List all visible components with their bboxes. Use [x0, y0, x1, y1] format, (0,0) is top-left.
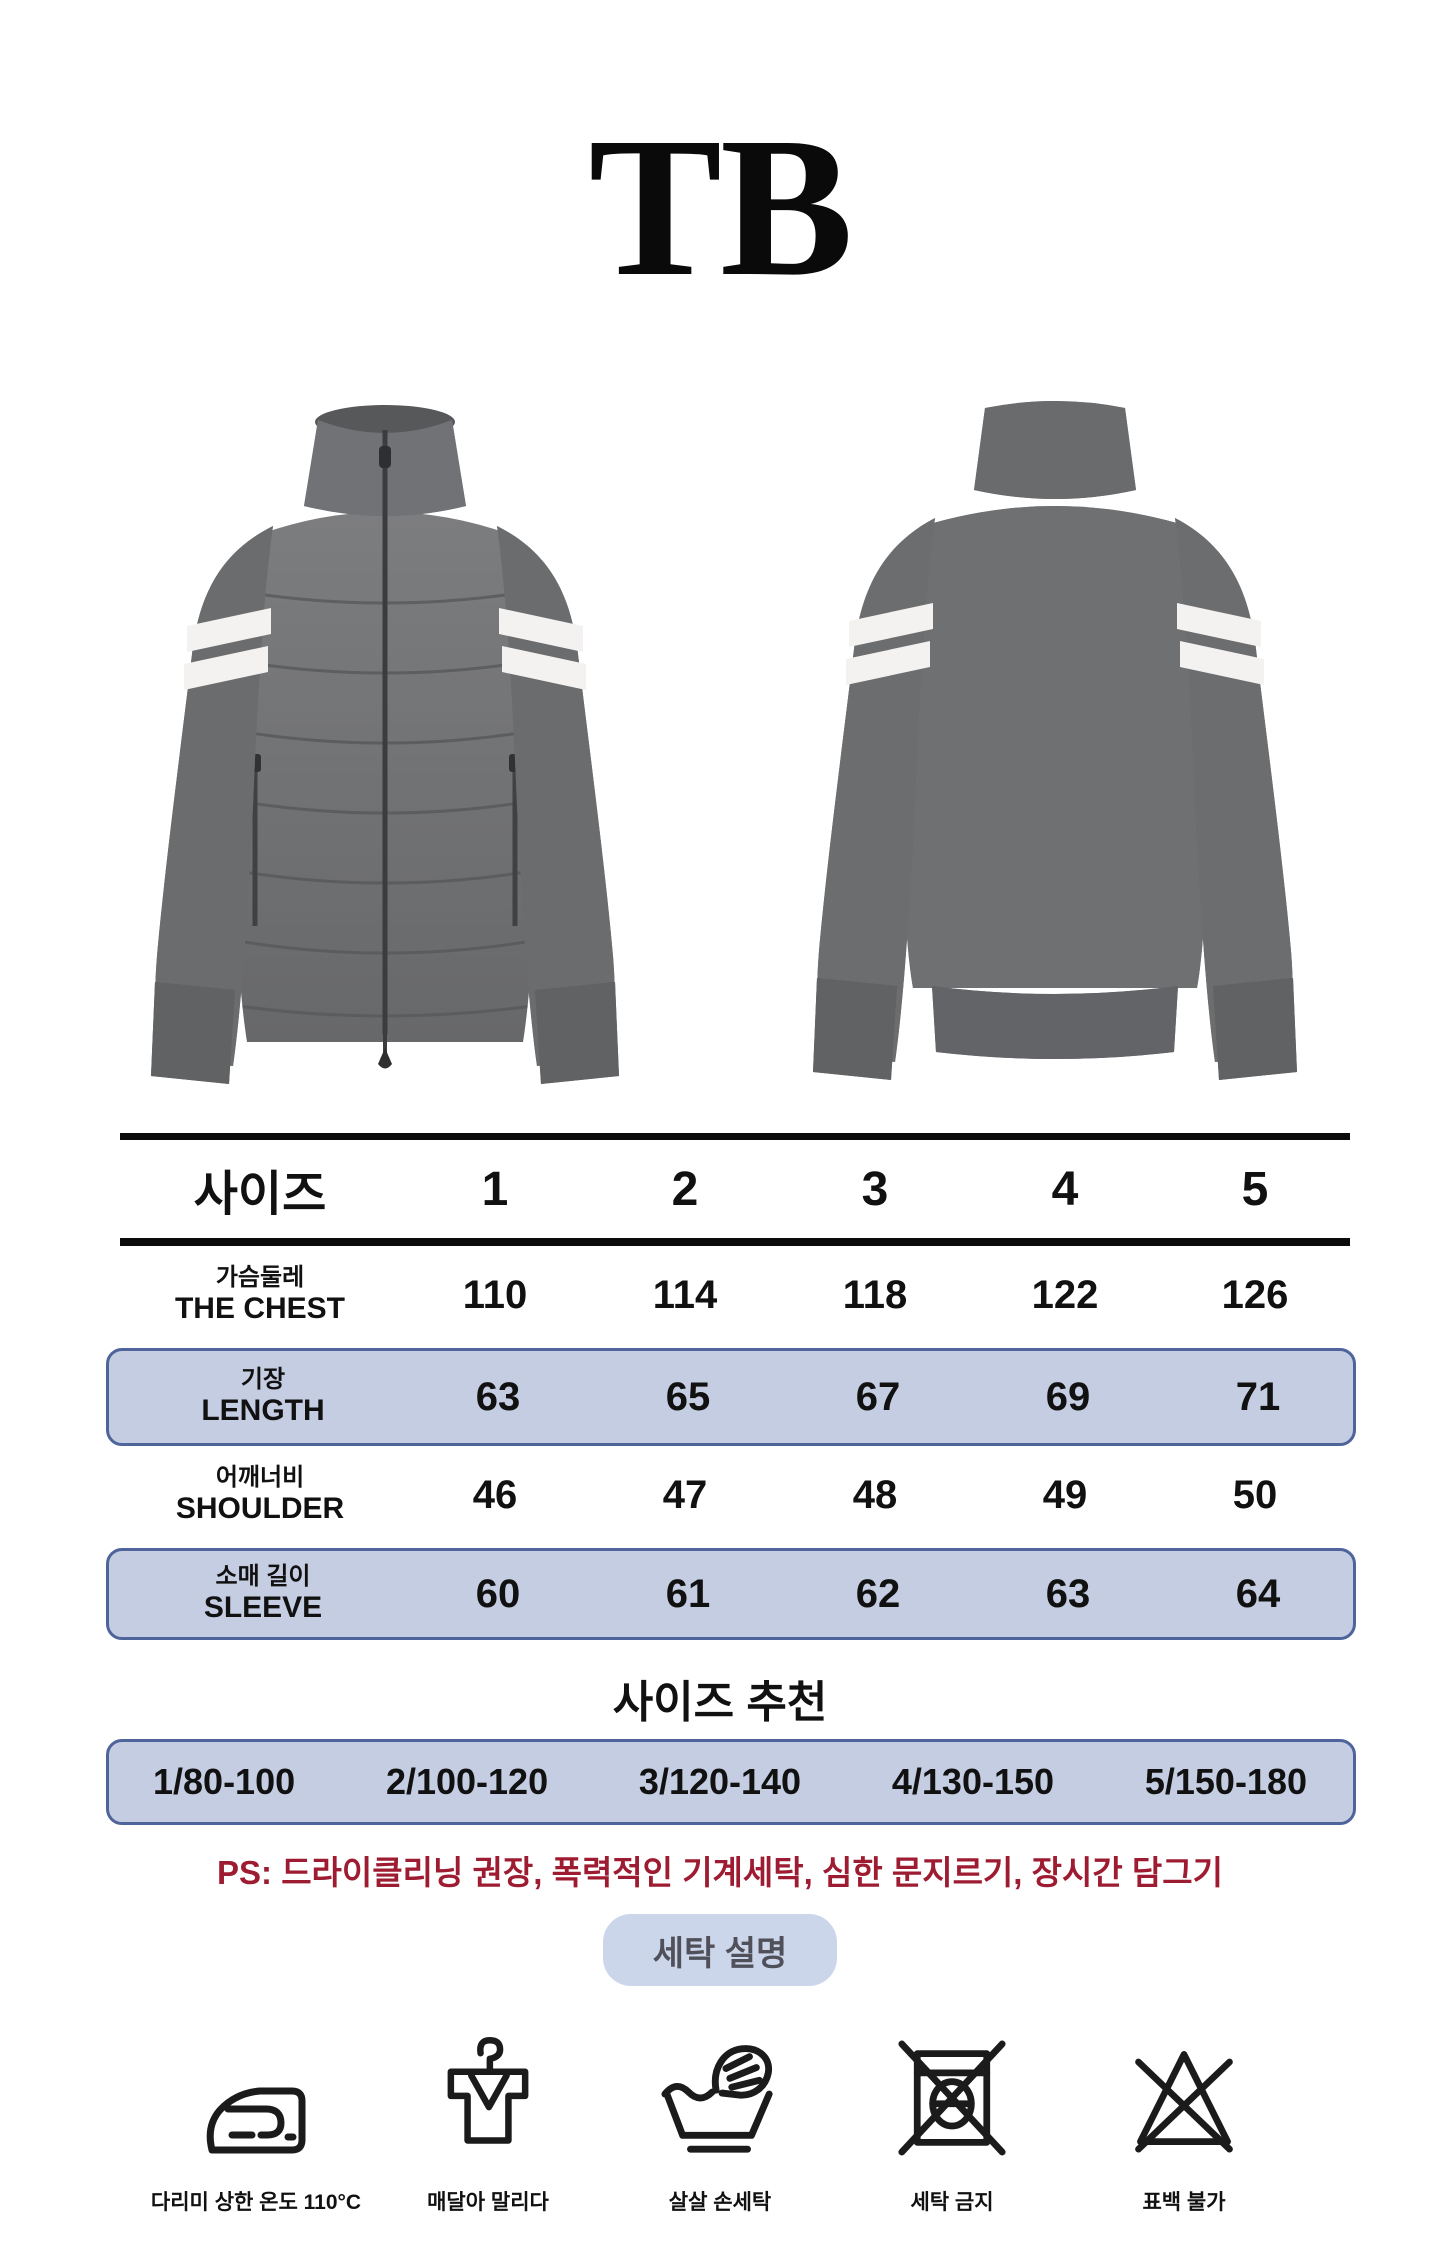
table-row-shoulder: 어깨너비 SHOULDER 46 47 48 49 50: [120, 1446, 1350, 1544]
size-value: 118: [842, 1272, 908, 1317]
table-header-rule: [120, 1238, 1350, 1246]
hand-wash-icon: [661, 2026, 779, 2160]
no-bleach-icon: [1129, 2026, 1239, 2160]
size-column-header: 1: [481, 1162, 509, 1216]
size-value: 47: [662, 1472, 708, 1517]
front-jacket-image: [151, 405, 619, 1084]
recommendation-item: 5/150-180: [1144, 1761, 1307, 1802]
size-value: 46: [472, 1472, 518, 1517]
size-column-header: 3: [861, 1162, 889, 1216]
table-row-chest: 가슴둘레 THE CHEST 110 114 118 122 126: [120, 1246, 1350, 1344]
size-value: 50: [1232, 1472, 1278, 1517]
size-value: 64: [1235, 1571, 1281, 1616]
size-value: 62: [855, 1571, 901, 1616]
row-label-ko: 소매 길이: [215, 1562, 311, 1590]
table-row-sleeve-highlight: 소매 길이 SLEEVE 60 61 62 63 64: [106, 1548, 1356, 1640]
size-value: 60: [475, 1571, 521, 1616]
care-label: 표백 불가: [1142, 2191, 1226, 2214]
product-images: [0, 386, 1440, 1086]
row-label-ko: 가슴둘레: [215, 1263, 305, 1291]
wash-instructions-badge: 세탁 설명: [603, 1914, 837, 1986]
row-label: 소매 길이 SLEEVE: [123, 1563, 403, 1625]
size-value: 122: [1031, 1272, 1099, 1317]
care-item-no-machine-wash: 세탁 금지: [836, 2026, 1068, 2216]
hang-dry-icon: [436, 2026, 540, 2160]
care-icons-row: 다리미 상한 온도 110°C 매달아 말리다: [0, 2026, 1440, 2216]
care-item-hang-dry: 매달아 말리다: [372, 2026, 604, 2216]
row-label-ko: 기장: [240, 1365, 286, 1393]
size-value: 48: [852, 1472, 898, 1517]
care-label: 다리미 상한 온도 110°C: [150, 2191, 362, 2214]
care-item-iron: 다리미 상한 온도 110°C: [140, 2026, 372, 2216]
size-recommendation-title: 사이즈 추천: [612, 1678, 828, 1727]
size-value: 49: [1042, 1472, 1088, 1517]
iron-low-temp-icon: [200, 2026, 312, 2160]
size-value: 69: [1045, 1374, 1091, 1419]
size-column-header: 5: [1241, 1162, 1269, 1216]
table-top-rule: [120, 1133, 1350, 1140]
size-value: 63: [1045, 1571, 1091, 1616]
size-value: 126: [1221, 1272, 1289, 1317]
recommendation-item: 2/100-120: [385, 1761, 549, 1802]
size-value: 65: [665, 1374, 711, 1419]
row-label-en: SHOULDER: [175, 1491, 345, 1525]
row-label-ko: 어깨너비: [215, 1463, 305, 1491]
size-value: 61: [665, 1571, 711, 1616]
size-value: 114: [652, 1272, 718, 1317]
size-value: 110: [462, 1272, 528, 1317]
row-label: 기장 LENGTH: [123, 1366, 403, 1428]
size-header-label: 사이즈: [193, 1168, 327, 1221]
size-value: 67: [855, 1374, 901, 1419]
row-label-en: LENGTH: [201, 1393, 325, 1427]
row-label-en: THE CHEST: [174, 1291, 345, 1325]
size-table-header: 사이즈 1 2 3 4 5: [120, 1140, 1350, 1238]
care-item-no-bleach: 표백 불가: [1068, 2026, 1300, 2216]
recommendation-item: 1/80-100: [153, 1761, 296, 1802]
row-label: 가슴둘레 THE CHEST: [120, 1264, 400, 1326]
row-label-en: SLEEVE: [203, 1590, 323, 1624]
care-warning-note: PS: 드라이클리닝 권장, 폭력적인 기계세탁, 심한 문지르기, 장시간 담…: [217, 1854, 1223, 1891]
size-column-header: 4: [1051, 1162, 1079, 1216]
brand-logo: TB: [588, 97, 854, 318]
size-value: 63: [475, 1374, 521, 1419]
size-recommendation-row: 1/80-100 2/100-120 3/120-140 4/130-150 5…: [106, 1739, 1356, 1825]
back-jacket-image: [813, 401, 1297, 1080]
care-item-hand-wash: 살살 손세탁: [604, 2026, 836, 2216]
recommendation-item: 3/120-140: [638, 1761, 802, 1802]
no-machine-wash-icon: [896, 2026, 1008, 2160]
row-label: 어깨너비 SHOULDER: [120, 1464, 400, 1526]
care-label: 매달아 말리다: [427, 2191, 549, 2214]
table-row-length-highlight: 기장 LENGTH 63 65 67 69 71: [106, 1348, 1356, 1446]
care-label: 세탁 금지: [910, 2191, 994, 2214]
recommendation-item: 4/130-150: [891, 1761, 1055, 1802]
size-value: 71: [1235, 1374, 1281, 1419]
care-label: 살살 손세탁: [668, 2191, 772, 2214]
size-column-header: 2: [671, 1162, 699, 1216]
